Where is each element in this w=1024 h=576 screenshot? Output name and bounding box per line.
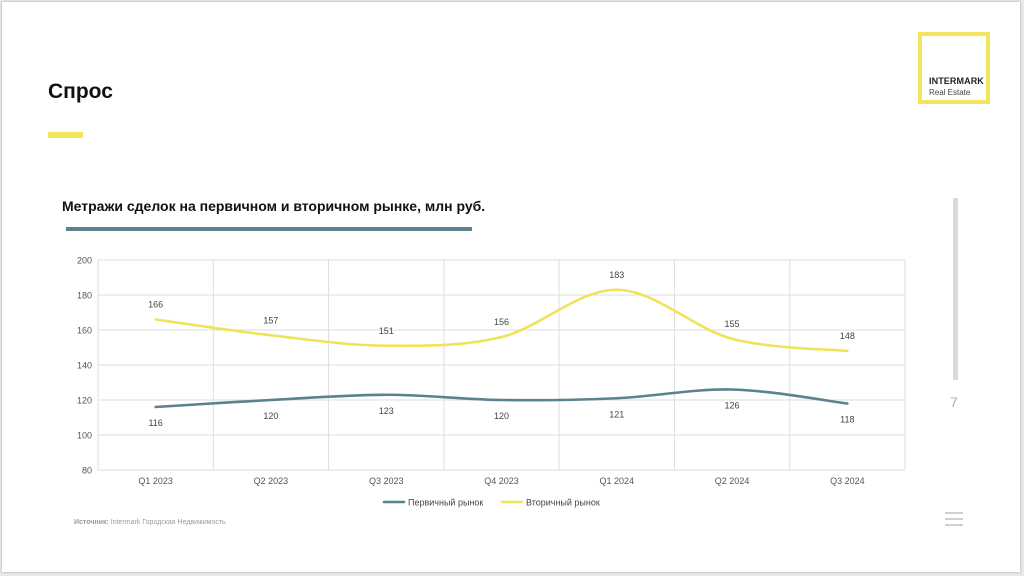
legend-label: Вторичный рынок (526, 498, 600, 508)
series-line (154, 388, 849, 409)
logo-name: INTERMARK (929, 76, 984, 86)
x-tick-label: Q1 2023 (138, 476, 173, 486)
x-tick-label: Q4 2023 (484, 476, 519, 486)
data-label: 156 (494, 317, 509, 327)
y-tick-label: 100 (77, 431, 92, 441)
data-label: 118 (840, 415, 854, 425)
x-tick-label: Q3 2023 (369, 476, 404, 486)
data-label: 126 (725, 401, 740, 411)
legend-label: Первичный рынок (408, 498, 483, 508)
source-note: Источник: Intermark Городская Недвижимос… (74, 519, 226, 526)
source-text: Intermark Городская Недвижимость (110, 519, 226, 526)
intermark-logo: INTERMARK Real Estate (918, 32, 990, 104)
title-accent-bar (48, 132, 83, 138)
data-label: 183 (609, 270, 624, 280)
data-label: 120 (263, 411, 278, 421)
y-tick-label: 80 (82, 466, 92, 476)
x-tick-label: Q2 2023 (254, 476, 289, 486)
data-label: 166 (148, 300, 163, 310)
chart-title-underline (66, 227, 472, 231)
data-label: 151 (379, 326, 394, 336)
y-tick-label: 120 (77, 396, 92, 406)
logo-subtitle: Real Estate (929, 88, 971, 97)
y-tick-label: 140 (77, 361, 92, 371)
page-title: Спрос (48, 80, 113, 103)
data-label: 123 (379, 406, 394, 416)
data-label: 155 (725, 319, 740, 329)
page-number: 7 (950, 394, 958, 410)
data-label: 116 (148, 418, 162, 428)
y-tick-label: 180 (77, 291, 92, 301)
source-label: Источник: (74, 519, 109, 526)
data-label: 120 (494, 411, 509, 421)
y-tick-label: 160 (77, 326, 92, 336)
x-tick-label: Q3 2024 (830, 476, 865, 486)
slide-progress-bar (953, 198, 958, 380)
data-label: 148 (840, 331, 855, 341)
chart-title: Метражи сделок на первичном и вторичном … (62, 198, 486, 214)
y-tick-label: 200 (77, 256, 92, 266)
data-label: 121 (609, 409, 624, 419)
x-tick-label: Q2 2024 (715, 476, 750, 486)
x-tick-label: Q1 2024 (600, 476, 635, 486)
data-label: 157 (263, 315, 278, 325)
menu-icon[interactable] (945, 512, 963, 526)
